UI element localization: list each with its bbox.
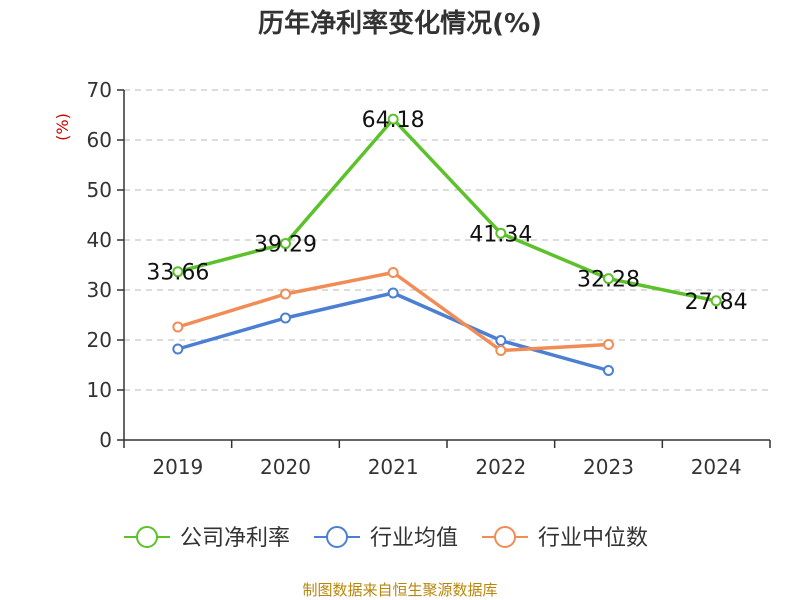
legend-marker [136, 526, 158, 548]
legend-label: 行业均值 [370, 526, 458, 551]
series-group [172, 113, 722, 376]
y-tick-label: 20 [87, 328, 112, 352]
x-tick-label: 2023 [583, 455, 634, 479]
legend-marker [494, 526, 517, 548]
data-label: 39.29 [254, 233, 317, 258]
chart-title: 历年净利率变化情况(%) [258, 8, 542, 39]
y-tick-label: 50 [87, 178, 112, 202]
data-labels: 33.66 39.29 64.18 41.34 32.28 27.84 [146, 108, 747, 315]
axes [117, 89, 771, 448]
x-tick-label: 2024 [691, 455, 742, 479]
data-label: 27.84 [685, 290, 748, 315]
data-label: 32.28 [577, 268, 640, 293]
data-point [495, 345, 507, 356]
y-tick-label: 70 [87, 78, 112, 102]
y-axis-unit: (%) [53, 113, 72, 141]
x-tick-label: 2020 [260, 455, 311, 479]
data-label: 64.18 [362, 108, 425, 133]
data-point [280, 238, 291, 250]
y-tick-label: 10 [87, 378, 112, 402]
data-label: 33.66 [146, 261, 209, 286]
data-point [495, 227, 507, 239]
x-tick-label: 2021 [368, 455, 419, 479]
data-point [387, 267, 399, 278]
y-tick-label: 60 [87, 128, 112, 152]
series-line [177, 270, 609, 353]
y-tick-label: 30 [87, 278, 112, 302]
x-tick-labels: 2019 2020 2021 2022 2023 2024 [152, 455, 741, 479]
data-label: 41.34 [469, 222, 532, 247]
data-point [495, 335, 507, 346]
data-point [603, 339, 614, 350]
y-tick-labels: 0 10 20 30 40 50 60 70 [87, 78, 112, 452]
y-tick-label: 0 [99, 428, 112, 452]
legend: 公司净利率 行业均值 行业中位数 [124, 526, 648, 551]
series-line [177, 117, 717, 303]
data-point [172, 343, 184, 355]
data-point [172, 321, 184, 333]
y-tick-label: 40 [87, 228, 112, 252]
x-tick-label: 2019 [152, 455, 203, 479]
data-point [387, 113, 399, 125]
series-line [177, 291, 609, 373]
legend-label: 行业中位数 [538, 526, 648, 551]
x-tick-label: 2022 [475, 455, 526, 479]
data-point [172, 266, 184, 278]
data-point [710, 295, 722, 307]
legend-label: 公司净利率 [180, 526, 290, 551]
data-point [603, 365, 614, 376]
source-note: 制图数据来自恒生聚源数据库 [302, 581, 497, 599]
data-point [387, 287, 399, 299]
legend-marker [326, 526, 349, 548]
data-point [280, 288, 291, 300]
grid-lines [124, 89, 770, 391]
data-point [603, 273, 614, 285]
data-point [280, 312, 291, 324]
